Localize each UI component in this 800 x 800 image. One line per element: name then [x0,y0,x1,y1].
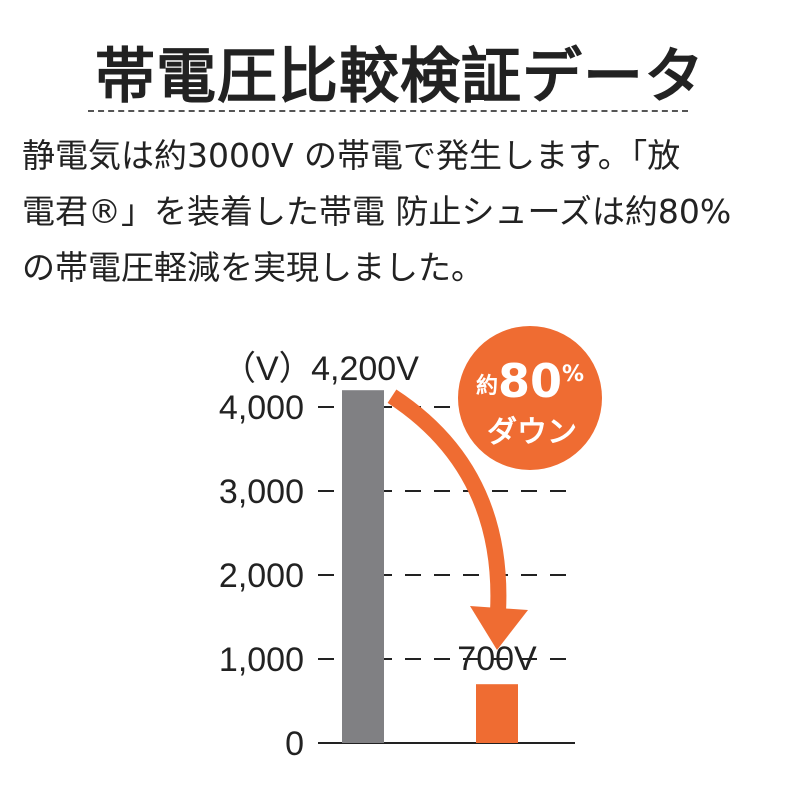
y-axis-unit: （V） [222,350,313,388]
description-text: 静電気は約3000V の帯電で発生します。「放 電君®」を装着した帯電 防止シュ… [22,136,732,287]
decrease-arrow [387,389,507,613]
y-tick-label: 0 [285,725,304,763]
arrow-head-icon [470,606,528,650]
title-divider [88,110,688,112]
page-title: 帯電圧比較検証データ [95,42,705,112]
y-tick-label: 2,000 [219,557,304,595]
y-tick-label: 1,000 [219,641,304,679]
bar-before [342,390,384,743]
reduction-badge [458,326,602,470]
y-tick-label: 4,000 [219,389,304,427]
badge-down-text: ダウン [487,415,577,450]
badge-percent-text: 約80% [476,354,584,408]
bar-value-label: 4,200V [311,350,419,388]
y-tick-label: 3,000 [219,473,304,511]
bar-after [476,684,518,743]
